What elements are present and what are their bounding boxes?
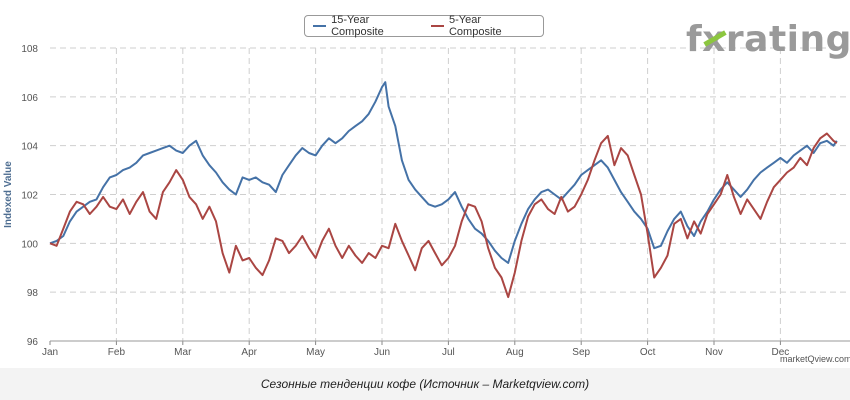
coffee-seasonal-chart: 96 98 100 102 104 106 108 Jan Feb Mar Apr May Jun Jul… bbox=[3, 44, 850, 358]
y-tick-label: 96 bbox=[27, 337, 39, 348]
legend-item-15-year[interactable]: 15-Year Composite bbox=[313, 14, 419, 38]
x-tick-label: Jan bbox=[42, 347, 58, 358]
x-tick-label: Mar bbox=[174, 347, 192, 358]
series-group bbox=[49, 81, 838, 299]
caption-bar: Сезонные тенденции кофе (Источник – Mark… bbox=[0, 368, 850, 400]
y-tick-label: 104 bbox=[21, 142, 38, 153]
x-tick-label: Jun bbox=[374, 347, 390, 358]
fxrating-logo: f x rating bbox=[686, 18, 850, 60]
y-tick-label: 98 bbox=[27, 288, 39, 299]
logo-text-f: f bbox=[686, 18, 703, 60]
legend-swatch-15-year bbox=[313, 25, 327, 27]
x-tick-label: Aug bbox=[506, 347, 524, 358]
legend-label-15-year: 15-Year Composite bbox=[331, 14, 384, 38]
legend[interactable]: 15-Year Composite 5-Year Composite bbox=[304, 14, 544, 38]
x-tick-label: Nov bbox=[705, 347, 723, 358]
x-tick-label: Apr bbox=[241, 347, 257, 358]
x-tick-label: Sep bbox=[572, 347, 590, 358]
figure-caption: Сезонные тенденции кофе (Источник – Mark… bbox=[260, 377, 590, 391]
logo-text-x: x bbox=[702, 18, 726, 60]
chart-area: 96 98 100 102 104 106 108 Jan Feb Mar Apr May Jun Jul… bbox=[0, 0, 850, 368]
x-tick-label: Feb bbox=[108, 347, 126, 358]
source-credit[interactable]: marketQview.com bbox=[780, 354, 850, 364]
y-tick-label: 100 bbox=[21, 239, 38, 250]
x-tick-label: Dec bbox=[772, 347, 790, 358]
logo-text-rating: rating bbox=[725, 18, 850, 60]
y-tick-label: 108 bbox=[21, 44, 38, 55]
legend-label-5-year: 5-Year Composite bbox=[448, 14, 502, 38]
y-axis-label: Indexed Value bbox=[3, 161, 14, 228]
series-line-15-year[interactable] bbox=[49, 81, 838, 264]
series-line-5-year[interactable] bbox=[49, 132, 838, 299]
x-tick-label: May bbox=[306, 347, 325, 358]
legend-swatch-5-year bbox=[430, 25, 444, 27]
x-tick-label: Oct bbox=[640, 347, 656, 358]
x-tick-label: Jul bbox=[442, 347, 455, 358]
y-tick-label: 106 bbox=[21, 93, 38, 104]
grid bbox=[50, 47, 850, 342]
y-tick-label: 102 bbox=[21, 191, 38, 202]
axes: 96 98 100 102 104 106 108 Jan Feb Mar Apr May Jun Jul… bbox=[3, 44, 850, 358]
legend-item-5-year[interactable]: 5-Year Composite bbox=[430, 14, 531, 38]
